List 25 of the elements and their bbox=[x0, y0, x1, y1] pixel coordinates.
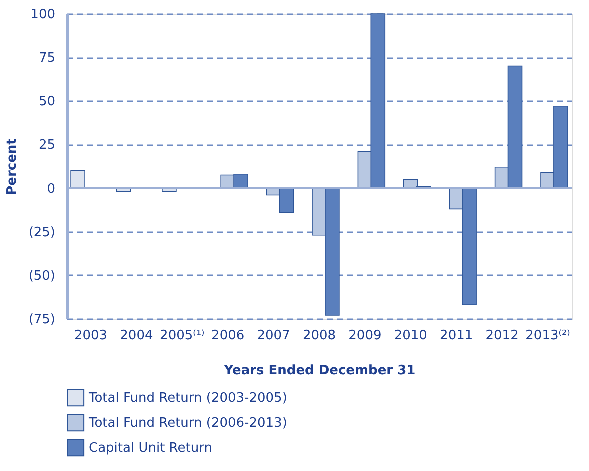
y-tick-label: 25 bbox=[38, 138, 56, 154]
x-tick-label: 2006 bbox=[212, 328, 245, 344]
bar bbox=[70, 170, 86, 189]
x-tick-label: 2012 bbox=[486, 328, 519, 344]
x-tick-label: 2013⁽²⁾ bbox=[526, 328, 570, 344]
y-tick-label: (75) bbox=[28, 312, 56, 328]
x-tick-label: 2004 bbox=[120, 328, 154, 344]
x-tick-label: 2009 bbox=[348, 328, 382, 344]
legend-label: Total Fund Return (2006-2013) bbox=[88, 416, 288, 431]
x-tick-label: 2007 bbox=[257, 328, 290, 344]
y-tick-label: 75 bbox=[38, 51, 56, 66]
y-tick-label: 50 bbox=[38, 94, 56, 110]
y-tick-label: (50) bbox=[28, 268, 56, 284]
x-tick-label: 2005⁽¹⁾ bbox=[160, 328, 205, 344]
legend-label: Total Fund Return (2003-2005) bbox=[88, 391, 288, 406]
x-tick-label: 2010 bbox=[394, 328, 428, 344]
y-tick-label: 0 bbox=[47, 182, 56, 197]
x-tick-label: 2003 bbox=[74, 328, 108, 344]
x-tick-label: 2011 bbox=[440, 328, 474, 344]
x-tick-label: 2008 bbox=[302, 328, 336, 344]
x-axis-title: Years Ended December 31 bbox=[223, 364, 416, 378]
legend-label: Capital Unit Return bbox=[89, 441, 212, 456]
y-axis-title: Percent bbox=[4, 138, 20, 196]
y-tick-label: 100 bbox=[30, 8, 56, 22]
y-tick-label: (25) bbox=[28, 225, 56, 240]
